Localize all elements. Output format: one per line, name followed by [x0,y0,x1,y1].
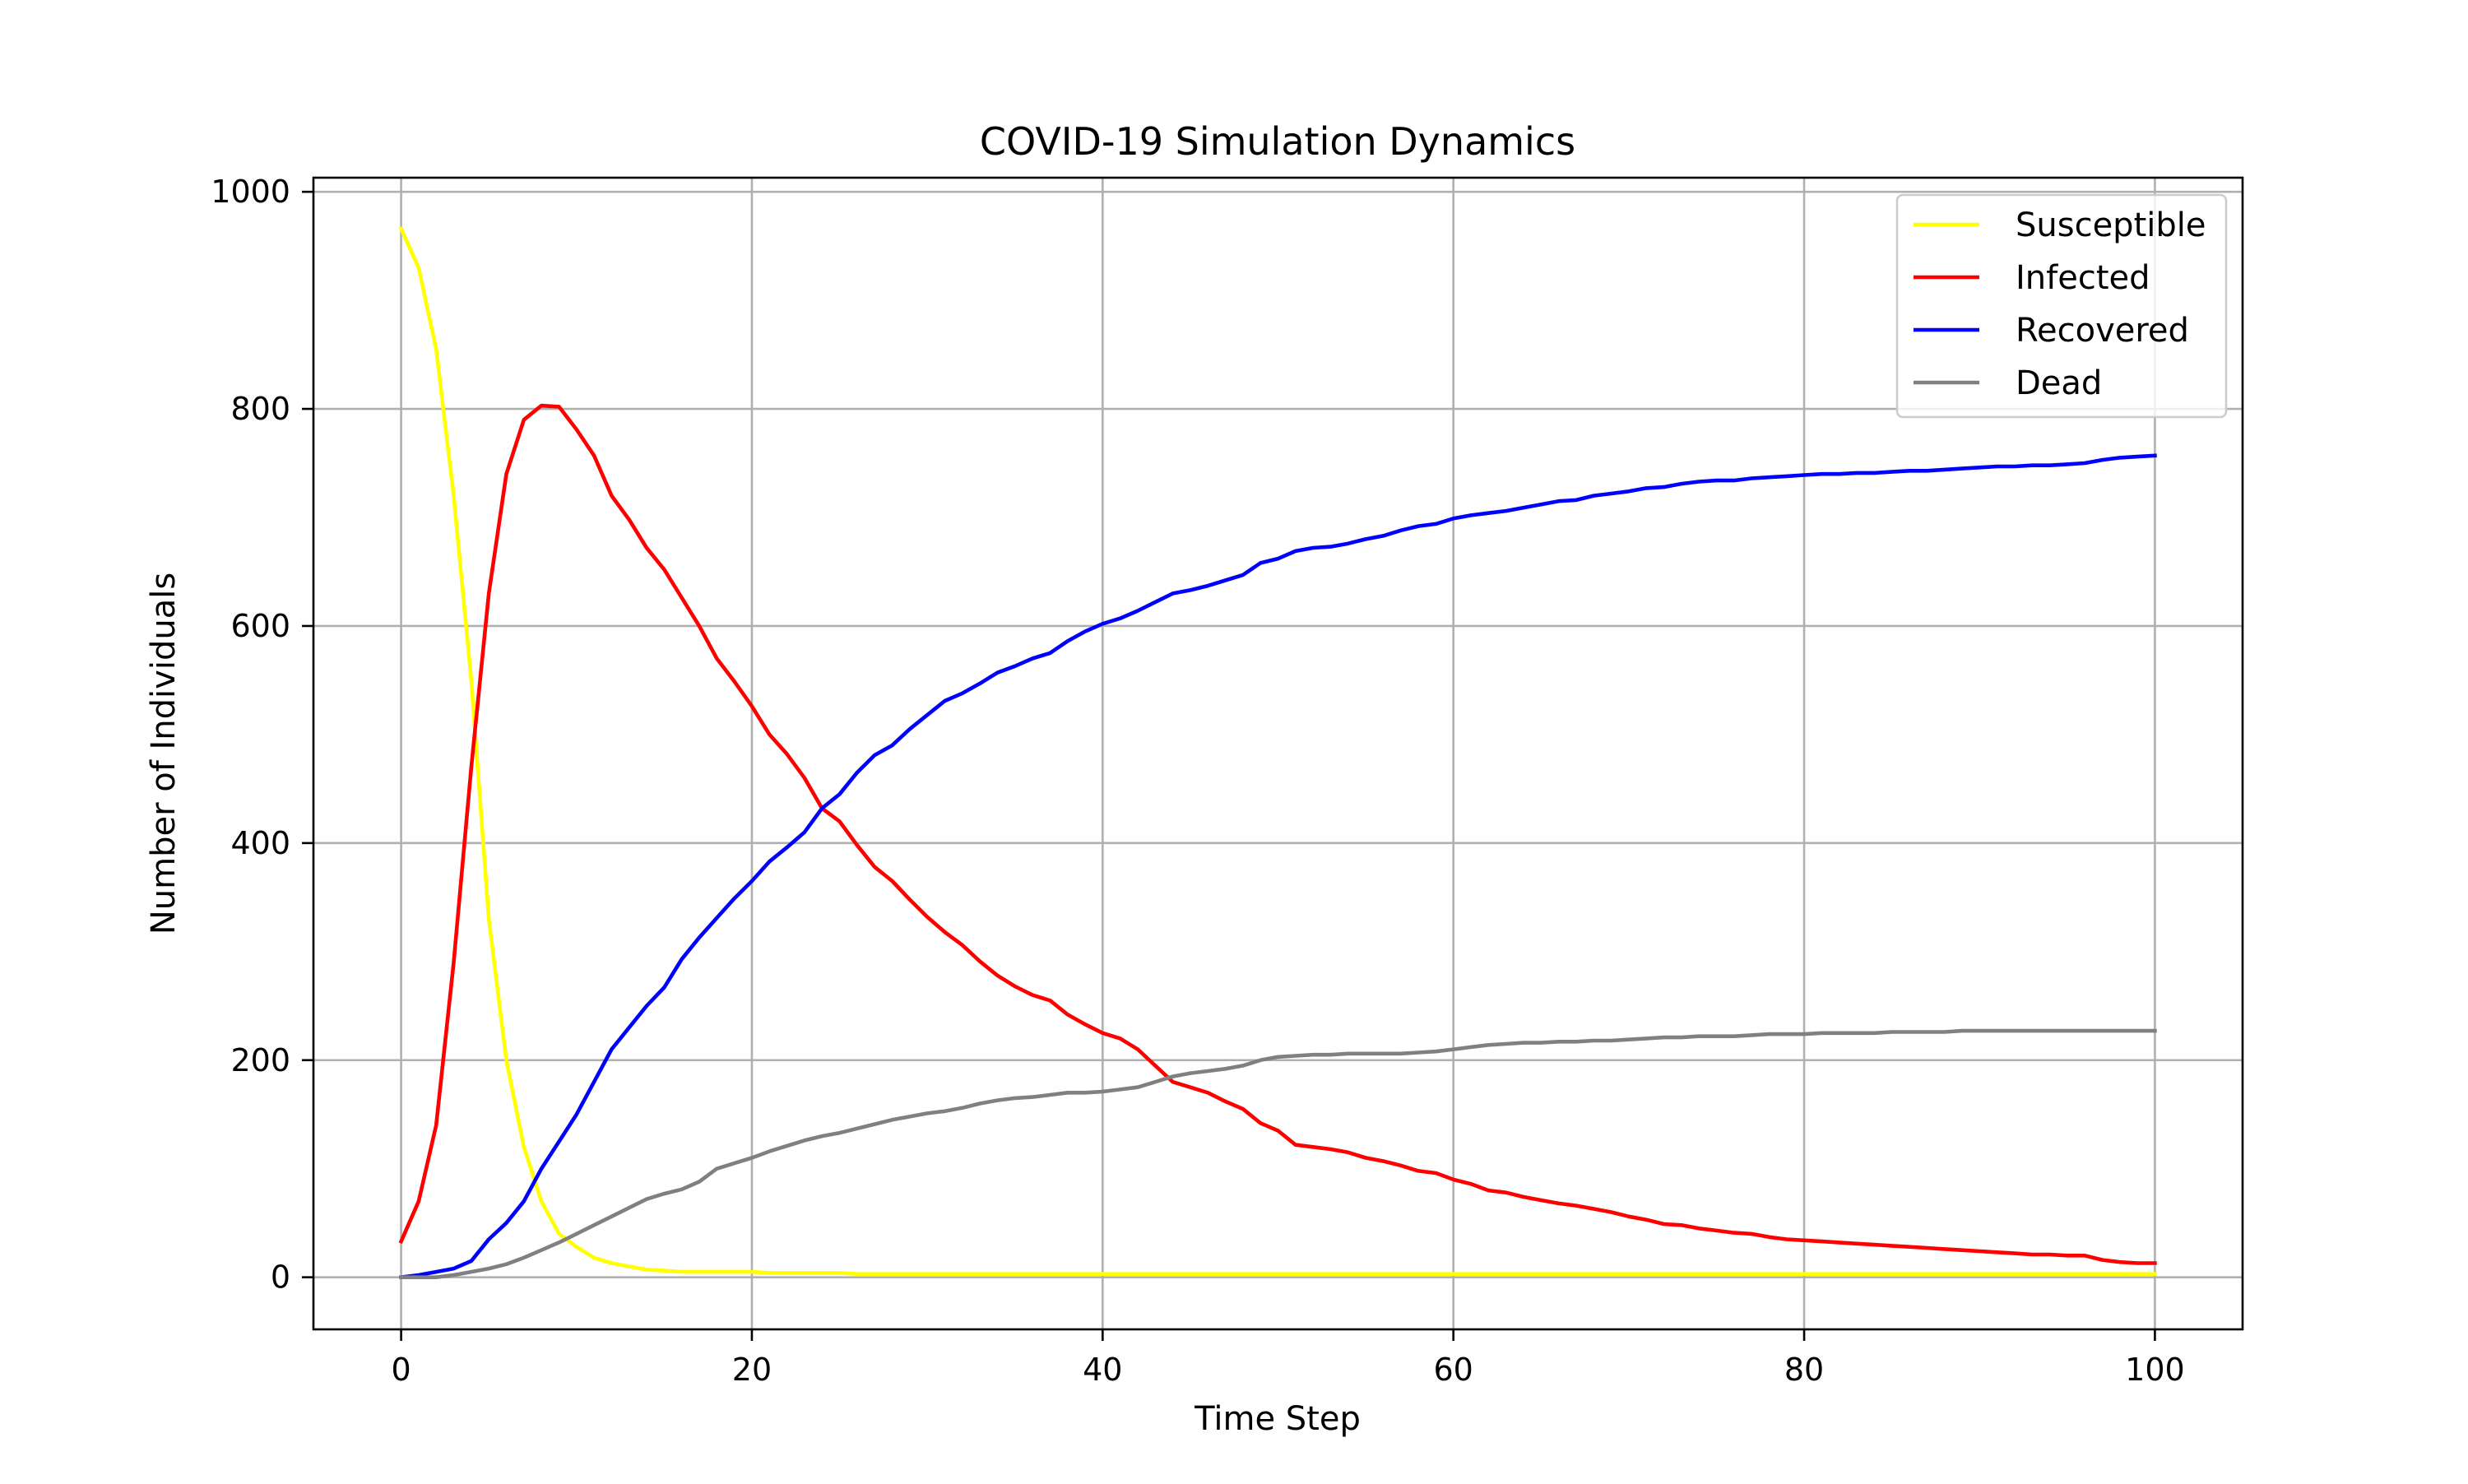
x-tick-label: 20 [732,1352,772,1388]
legend-label-recovered: Recovered [2016,312,2189,350]
y-tick-label: 200 [230,1042,290,1078]
y-axis-label: Number of Individuals [145,573,183,934]
y-tick-label: 600 [230,608,290,644]
series-line-recovered [399,453,2157,1280]
series-line-susceptible [398,225,2157,1276]
legend-label-infected: Infected [2016,259,2150,297]
y-tick-label: 1000 [211,174,290,210]
series-line-dead [399,1028,2157,1279]
legend: Susceptible Infected Recovered Dead [1895,193,2228,419]
x-tick-label: 60 [1434,1352,1473,1388]
legend-box [1895,193,2228,419]
legend-label-dead: Dead [2016,364,2102,402]
x-axis-label: Time Step [1194,1400,1361,1438]
plot-area-frame [312,176,2244,1331]
legend-label-susceptible: Susceptible [2016,206,2206,244]
series-line-infected [398,403,2157,1265]
x-tick-label: 100 [2125,1352,2185,1388]
series-lines [398,225,2157,1280]
x-tick-label: 40 [1083,1352,1122,1388]
x-tick-label: 80 [1784,1352,1824,1388]
y-tick-label: 800 [230,391,290,427]
y-tick-label: 400 [230,825,290,861]
chart-title: COVID-19 Simulation Dynamics [980,119,1575,164]
x-tick-label: 0 [391,1352,411,1388]
y-tick-label: 0 [271,1259,290,1296]
